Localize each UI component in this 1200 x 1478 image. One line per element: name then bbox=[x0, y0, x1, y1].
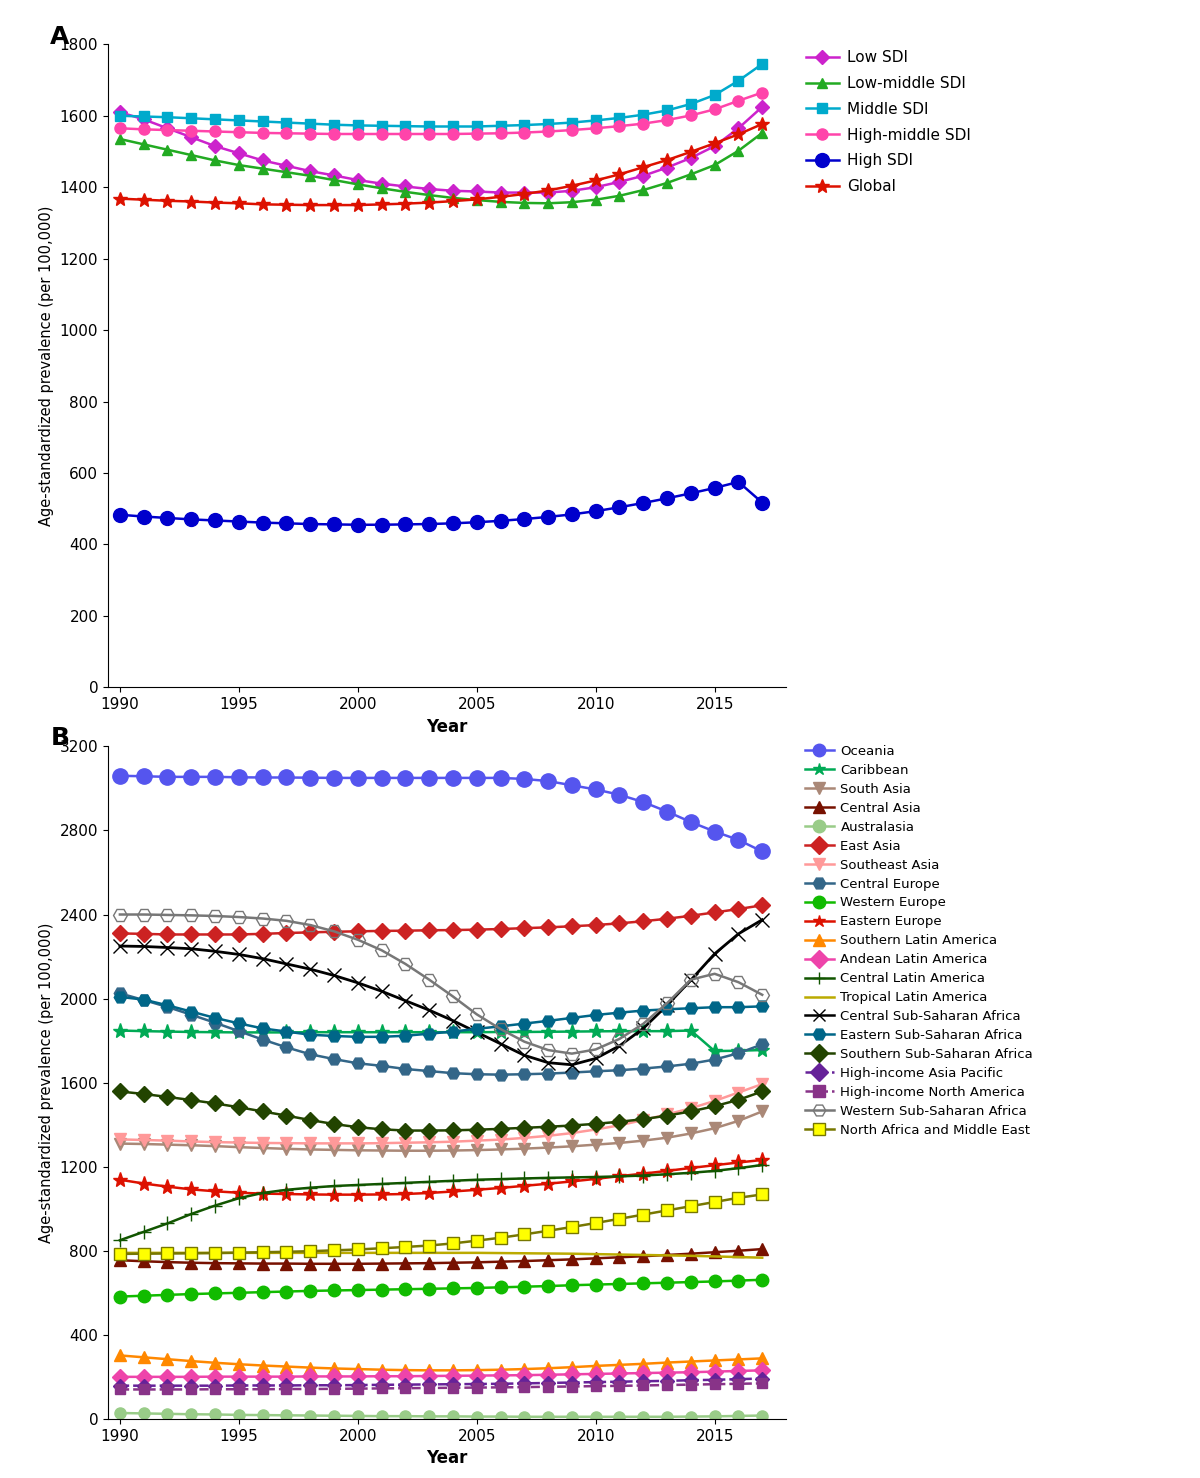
X-axis label: Year: Year bbox=[426, 1448, 468, 1468]
Y-axis label: Age-standardized prevalence (per 100,000): Age-standardized prevalence (per 100,000… bbox=[40, 922, 54, 1243]
Text: A: A bbox=[50, 25, 70, 49]
Legend: Oceania, Caribbean, South Asia, Central Asia, Australasia, East Asia, Southeast : Oceania, Caribbean, South Asia, Central … bbox=[799, 739, 1038, 1142]
X-axis label: Year: Year bbox=[426, 717, 468, 736]
Legend: Low SDI, Low-middle SDI, Middle SDI, High-middle SDI, High SDI, Global: Low SDI, Low-middle SDI, Middle SDI, Hig… bbox=[799, 44, 977, 200]
Text: B: B bbox=[50, 726, 70, 751]
Y-axis label: Age-standardized prevalence (per 100,000): Age-standardized prevalence (per 100,000… bbox=[40, 205, 54, 526]
